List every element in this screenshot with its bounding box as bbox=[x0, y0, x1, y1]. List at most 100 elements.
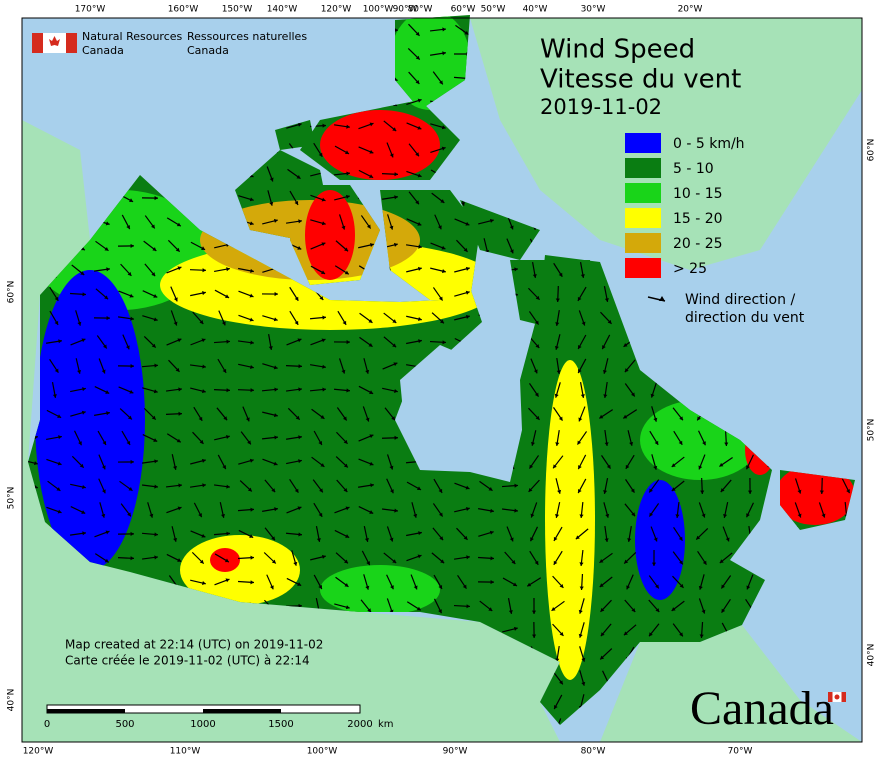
wind-arrow-head bbox=[442, 340, 446, 345]
longitude-label: 120°W bbox=[23, 747, 54, 757]
wind-arrow-head bbox=[394, 435, 398, 440]
wind-arrow-head bbox=[224, 558, 229, 563]
wind-arrow-head bbox=[627, 538, 632, 542]
logo-text: Natural Resources bbox=[82, 30, 183, 43]
wind-arrow-head bbox=[724, 442, 729, 446]
wind-arrow bbox=[554, 718, 562, 725]
wind-arrow-head bbox=[390, 585, 394, 590]
wind-arrow-head bbox=[723, 514, 728, 518]
wind-arrow-head bbox=[535, 295, 540, 300]
wind-arrow-head bbox=[631, 608, 636, 613]
wind-arrow-head bbox=[344, 247, 349, 252]
wind-arrow-head bbox=[81, 410, 86, 415]
wind-arrow-head bbox=[250, 580, 254, 585]
wind-arrow-head bbox=[465, 485, 470, 490]
wind-arrow-head bbox=[271, 488, 276, 493]
wind-arrow-head bbox=[465, 290, 470, 295]
wind-arrow-head bbox=[273, 413, 278, 418]
wind-arrow-head bbox=[176, 222, 181, 227]
wind-arrow-head bbox=[318, 512, 323, 517]
wind-arrow-head bbox=[555, 658, 560, 662]
flag-band bbox=[32, 33, 43, 53]
wind-arrow-head bbox=[297, 506, 302, 511]
wind-arrow-head bbox=[418, 339, 422, 344]
wind-arrow-head bbox=[101, 489, 106, 494]
wind-arrow-head bbox=[152, 247, 157, 251]
wind-arrow-head bbox=[508, 610, 513, 614]
wind-arrow-head bbox=[462, 584, 467, 589]
wind-arrow-head bbox=[81, 338, 86, 343]
wind-arrow-head bbox=[345, 194, 350, 199]
legend-swatch bbox=[625, 208, 661, 228]
wind-arrow-head bbox=[392, 127, 397, 132]
wind-arrow-head bbox=[346, 339, 350, 345]
wind-arrow-head bbox=[578, 417, 583, 422]
wind-arrow-head bbox=[106, 411, 110, 416]
wind-arrow-head bbox=[201, 246, 206, 250]
wind-arrow-head bbox=[127, 512, 131, 517]
wind-arrow-head bbox=[225, 578, 230, 583]
wind-arrow-head bbox=[130, 243, 134, 249]
wind-arrow-head bbox=[416, 486, 421, 491]
note: Carte créée le 2019-11-02 (UTC) à 22:14 bbox=[65, 654, 310, 668]
wind-arrow-head bbox=[201, 581, 206, 586]
wind-arrow-head bbox=[176, 438, 181, 443]
wind-arrow-head bbox=[104, 247, 109, 251]
wind-arrow-head bbox=[604, 538, 609, 542]
wind-arrow-head bbox=[417, 98, 422, 103]
wind-arrow-head bbox=[649, 488, 653, 493]
wind-arrow-head bbox=[653, 537, 658, 542]
wind-arrow-head bbox=[415, 80, 420, 84]
wind-arrow-head bbox=[273, 461, 278, 466]
wind-arrow-head bbox=[603, 394, 608, 398]
wind-arrow-head bbox=[509, 537, 514, 542]
wind-arrow-head bbox=[393, 362, 398, 367]
wind-arrow-head bbox=[82, 387, 86, 392]
wordmark-flag bbox=[828, 692, 833, 702]
wind-arrow-head bbox=[345, 534, 350, 538]
wind-arrow-head bbox=[201, 533, 206, 538]
wind-arrow-head bbox=[534, 560, 539, 565]
wind-arrow-head bbox=[154, 555, 158, 560]
wind-arrow-head bbox=[322, 364, 326, 369]
wind-arrow-head bbox=[101, 369, 106, 374]
wind-arrow-head bbox=[558, 272, 563, 277]
wind-arrow-head bbox=[271, 559, 276, 564]
wind-arrow-head bbox=[151, 415, 156, 420]
maple-leaf bbox=[49, 36, 60, 46]
wind-arrow-head bbox=[605, 513, 610, 518]
wind-arrow-head bbox=[274, 387, 278, 392]
wind-arrow-head bbox=[322, 387, 326, 392]
longitude-label: 90°W bbox=[393, 5, 418, 15]
wind-arrow-head bbox=[699, 634, 704, 638]
wind-arrow-head bbox=[250, 507, 254, 512]
wind-arrow-head bbox=[581, 657, 586, 662]
wind-arrow-head bbox=[559, 680, 563, 685]
wind-arrow-head bbox=[249, 534, 254, 538]
wind-arrow-head bbox=[80, 246, 85, 251]
scale-unit: km bbox=[378, 719, 394, 730]
wind-arrow-head bbox=[321, 221, 326, 226]
wind-arrow-head bbox=[701, 513, 706, 518]
legend-swatch bbox=[625, 258, 661, 278]
flag-band bbox=[66, 33, 77, 53]
wind-arrow-head bbox=[440, 559, 445, 564]
wind-arrow-head bbox=[721, 584, 726, 589]
wind-arrow-head bbox=[199, 320, 204, 324]
wind-arrow-head bbox=[298, 459, 302, 464]
wind-arrow-head bbox=[250, 340, 254, 345]
wind-arrow-head bbox=[623, 631, 628, 636]
legend-arrow-label: Wind direction / bbox=[685, 292, 795, 308]
legend-label: 15 - 20 bbox=[673, 211, 723, 227]
wind-arrow-head bbox=[554, 705, 558, 710]
wordmark-flag bbox=[834, 694, 840, 700]
wind-arrow-head bbox=[369, 174, 374, 178]
wind-arrow-head bbox=[130, 556, 134, 561]
zone bbox=[305, 190, 355, 280]
wind-arrow-head bbox=[651, 562, 657, 566]
wind-arrow-head bbox=[249, 317, 254, 322]
wind-arrow-head bbox=[151, 272, 156, 277]
wind-arrow-head bbox=[177, 506, 182, 511]
wind-arrow-head bbox=[675, 514, 680, 518]
